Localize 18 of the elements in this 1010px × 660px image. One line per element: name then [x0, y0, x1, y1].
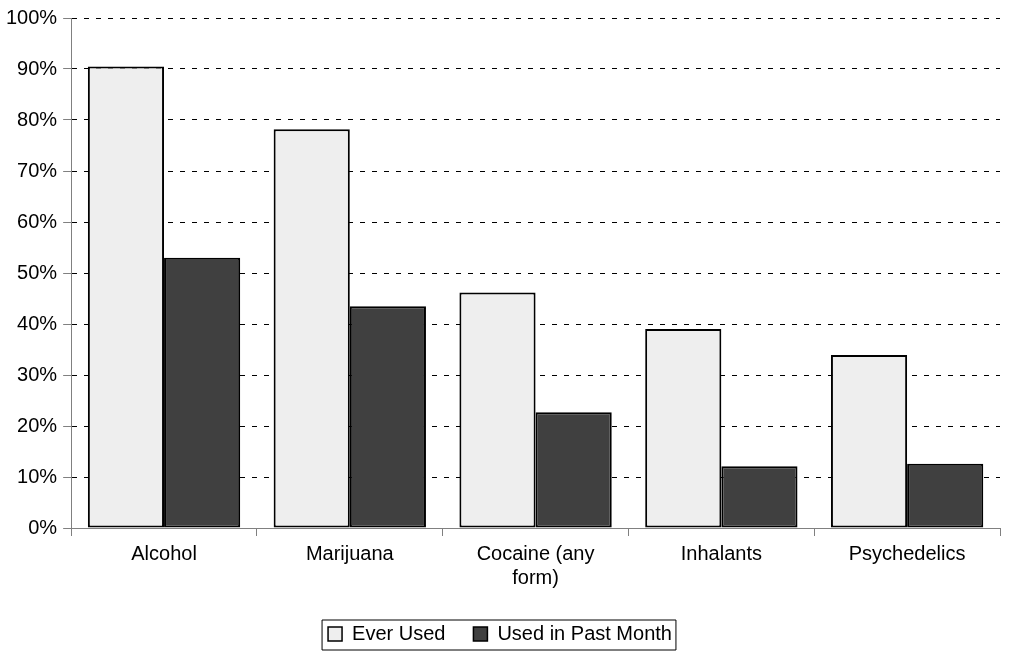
- y-tick-label: 90%: [17, 56, 58, 79]
- x-tick-label: Marijuana: [305, 541, 395, 564]
- y-tick-label: 100%: [6, 5, 58, 28]
- y-tick-label: 10%: [17, 464, 58, 487]
- y-tick-label: 50%: [17, 260, 58, 283]
- x-tick-label: Psychedelics: [848, 541, 966, 564]
- y-tick-label: 70%: [17, 158, 58, 181]
- x-tick-label: Cocaine (any form): [476, 541, 595, 588]
- x-tick-label: Inhalants: [680, 541, 762, 564]
- y-tick-label: 80%: [17, 107, 58, 130]
- legend-label: Used in Past Month: [497, 621, 672, 644]
- y-tick-label: 40%: [17, 311, 58, 334]
- x-tick-label: Alcohol: [131, 541, 197, 564]
- y-tick-label: 30%: [17, 362, 58, 385]
- y-tick-label: 20%: [17, 413, 58, 436]
- y-tick-label: 60%: [17, 209, 58, 232]
- y-tick-label: 0%: [28, 515, 58, 538]
- legend-label: Ever Used: [352, 621, 446, 644]
